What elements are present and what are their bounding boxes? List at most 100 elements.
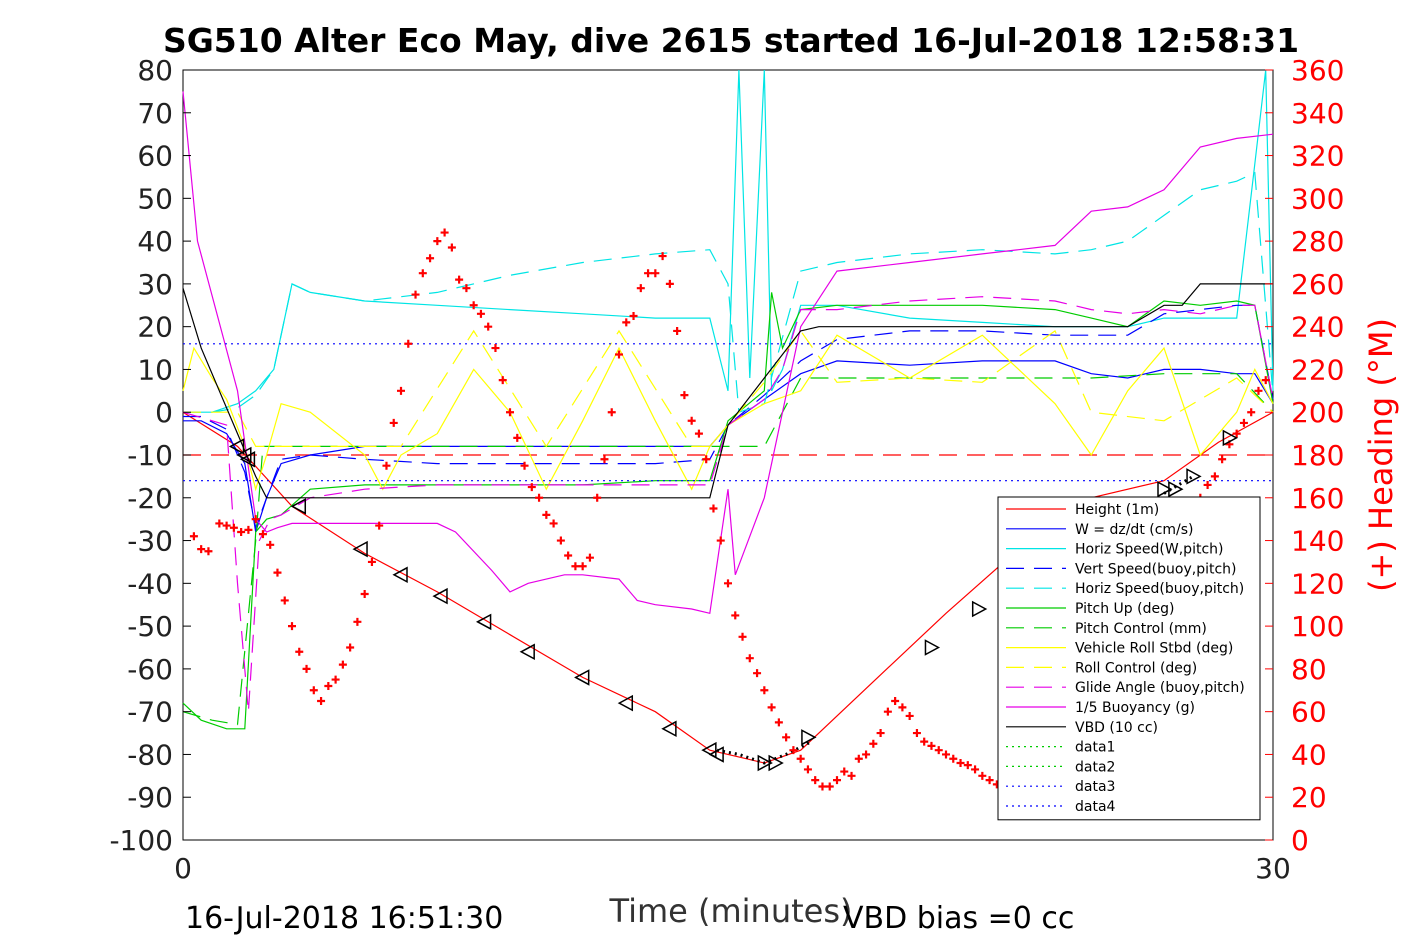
heading-point xyxy=(963,761,972,770)
heading-point xyxy=(615,350,623,359)
heading-point xyxy=(382,461,391,470)
y-tick-label: -60 xyxy=(127,653,173,686)
legend-label: 1/5 Buoyancy (g) xyxy=(1075,700,1195,716)
heading-point xyxy=(687,416,696,425)
heading-point xyxy=(1254,386,1263,395)
triangle-marker xyxy=(661,720,677,738)
y2-axis-label: (+) Heading (°M) xyxy=(1362,318,1400,592)
y2-tick-label: 80 xyxy=(1291,653,1327,686)
heading-point xyxy=(694,429,703,438)
heading-point xyxy=(549,519,558,528)
heading-point xyxy=(782,733,791,742)
triangle-marker xyxy=(239,451,256,468)
heading-point xyxy=(535,493,544,502)
heading-point xyxy=(862,750,871,759)
y2-tick-label: 20 xyxy=(1291,781,1327,814)
y-tick-label: 80 xyxy=(137,54,173,87)
heading-point xyxy=(927,741,936,750)
heading-point xyxy=(491,344,500,353)
legend-label: Vehicle Roll Stbd (deg) xyxy=(1075,641,1233,657)
heading-point xyxy=(295,647,304,656)
y2-tick-label: 60 xyxy=(1291,696,1327,729)
heading-point xyxy=(317,696,326,705)
heading-point xyxy=(629,311,638,320)
y-tick-label: 50 xyxy=(137,182,173,215)
heading-point xyxy=(1218,455,1227,464)
heading-point xyxy=(353,617,362,626)
legend-label: VBD (10 cc) xyxy=(1075,720,1158,736)
y-tick-label: -50 xyxy=(127,610,173,643)
heading-point xyxy=(847,771,856,780)
x-tick-label: 30 xyxy=(1255,852,1291,885)
heading-point xyxy=(476,309,485,318)
legend-label: data3 xyxy=(1075,779,1115,795)
legend-label: Vert Speed(buoy,pitch) xyxy=(1075,561,1237,577)
heading-point xyxy=(302,664,311,673)
x-tick-label: 0 xyxy=(174,852,192,885)
series-line-7 xyxy=(182,334,1274,492)
heading-point xyxy=(462,284,471,293)
legend-label: data4 xyxy=(1075,799,1116,815)
heading-point xyxy=(898,703,907,712)
heading-point xyxy=(426,254,435,263)
y2-tick-label: 300 xyxy=(1291,182,1344,215)
heading-point xyxy=(956,759,965,767)
heading-point xyxy=(204,547,213,556)
legend-label: data2 xyxy=(1075,759,1115,775)
triangle-marker xyxy=(1222,429,1238,447)
y-tick-label: 60 xyxy=(137,140,173,173)
series-line-9 xyxy=(182,296,1274,712)
heading-point xyxy=(367,557,376,566)
legend-label: Horiz Speed(buoy,pitch) xyxy=(1075,581,1244,597)
triangle-marker xyxy=(1186,468,1202,485)
heading-point xyxy=(702,455,711,464)
y-tick-label: -70 xyxy=(127,696,173,729)
triangle-marker xyxy=(432,587,448,605)
footer-date: 16-Jul-2018 16:51:30 xyxy=(185,901,503,936)
y2-tick-label: 0 xyxy=(1291,824,1309,857)
series-group xyxy=(182,69,1274,765)
heading-point xyxy=(280,596,289,605)
heading-point xyxy=(189,532,198,541)
y2-tick-label: 140 xyxy=(1291,525,1344,558)
heading-point xyxy=(404,339,413,348)
y2-tick-label: 360 xyxy=(1291,54,1344,87)
legend-label: W = dz/dt (cm/s) xyxy=(1075,522,1194,538)
series-line-11 xyxy=(182,283,1273,499)
y2-tick-label: 280 xyxy=(1291,225,1344,258)
heading-point xyxy=(869,739,878,748)
triangle-marker xyxy=(475,613,492,631)
heading-point xyxy=(724,579,732,588)
x-axis-label: Time (minutes) xyxy=(609,892,853,930)
triangle-marker xyxy=(574,669,590,686)
heading-point xyxy=(811,776,820,785)
heading-point xyxy=(469,301,478,310)
heading-point xyxy=(716,536,725,545)
heading-point xyxy=(912,729,921,738)
heading-point xyxy=(346,643,355,652)
triangle-marker xyxy=(228,438,245,455)
legend-box xyxy=(997,496,1261,821)
heading-point xyxy=(1210,472,1219,481)
y2-tick-label: 100 xyxy=(1291,610,1344,643)
heading-point xyxy=(324,682,333,690)
triangle-marker xyxy=(392,566,408,584)
triangle-marker xyxy=(971,600,988,618)
heading-point xyxy=(971,765,980,774)
heading-point xyxy=(360,590,369,599)
heading-point xyxy=(1247,408,1256,417)
heading-point xyxy=(527,483,536,492)
triangle-markers xyxy=(228,429,1238,772)
triangle-marker xyxy=(290,498,307,515)
series-line-6 xyxy=(182,373,1274,726)
y2-tick-label: 180 xyxy=(1291,439,1344,472)
y-tick-label: -10 xyxy=(127,439,173,472)
triangle-marker xyxy=(708,746,724,763)
y-tick-label: -80 xyxy=(127,738,173,771)
triangle-marker xyxy=(768,754,784,772)
triangle-marker xyxy=(757,754,773,772)
heading-point xyxy=(622,318,631,327)
heading-point xyxy=(883,707,892,716)
heading-point xyxy=(506,408,514,417)
heading-point xyxy=(288,622,296,631)
